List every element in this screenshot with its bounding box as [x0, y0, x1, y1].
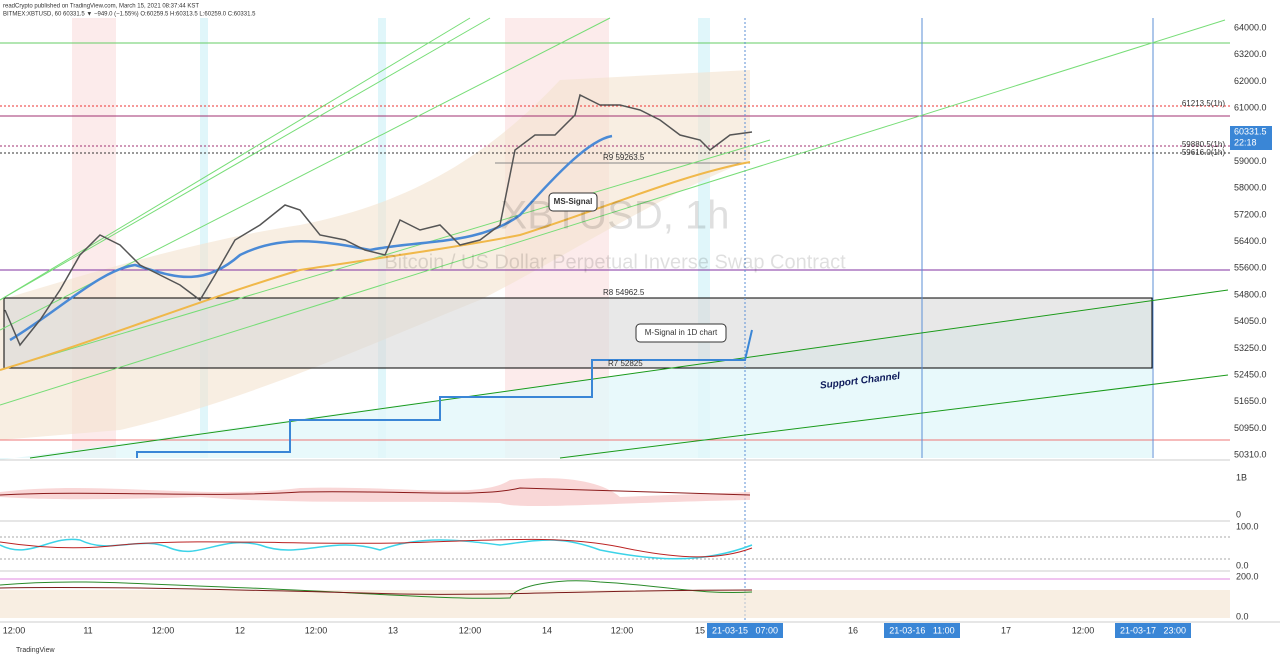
level-label: 59616.0(1h) [1182, 148, 1225, 157]
price-label: 52450.0 [1234, 369, 1267, 379]
watermark-description: Bitcoin / US Dollar Perpetual Inverse Sw… [384, 251, 846, 273]
price-label: 61000.0 [1234, 102, 1267, 112]
time-label: 21-03-17 23:00 [1120, 625, 1186, 635]
watermark-symbol: XBTUSD, 1h [501, 194, 730, 238]
oscillator-line [0, 538, 753, 560]
time-label: 21-03-15 07:00 [712, 625, 778, 635]
current-price-tag [1230, 126, 1272, 150]
price-label: 54050.0 [1234, 316, 1267, 326]
indicator-axis-label: 0.0 [1236, 611, 1249, 621]
callout [635, 323, 727, 343]
time-label: 12:00 [305, 625, 328, 635]
price-label: 50950.0 [1234, 423, 1267, 433]
publisher: readCrypto published on TradingView.com,… [3, 4, 199, 10]
price-axis-labels: 64000.0 63200.0 62000.0 61000.0 59000.0 58000… [1234, 22, 1267, 459]
price-label: 57200.0 [1234, 209, 1267, 219]
time-label: 11 [83, 625, 92, 635]
time-label: 12:00 [152, 625, 175, 635]
indicator-axis-label: 1B [1236, 472, 1247, 482]
price-path [4, 93, 753, 347]
time-label: 21-03-16 11:00 [889, 625, 954, 635]
price-label: 50310.0 [1234, 450, 1267, 460]
time-label: 14 [542, 625, 552, 635]
level-label: R7 52825 [608, 359, 643, 368]
m-signal-label: M-Signal in 1D chart [645, 328, 718, 337]
price-label: 54800.0 [1234, 289, 1267, 299]
level-label: 59880.5(1h) [1182, 140, 1225, 149]
time-label: 12:00 [1072, 625, 1095, 635]
price-label: 58000.0 [1234, 183, 1267, 193]
m-signal-line [136, 329, 753, 458]
time-label: 12 [235, 625, 245, 635]
footer-logo: TradingView [16, 647, 55, 654]
volume-ma [0, 487, 751, 496]
level-label: 61213.5(1h) [1182, 99, 1225, 108]
time-label: 12:00 [3, 625, 26, 635]
time-highlight [1115, 623, 1191, 638]
time-label: 13 [388, 625, 398, 635]
level-label: R9 59263.5 [603, 153, 645, 162]
zone [200, 18, 208, 458]
price-label: 56400.0 [1234, 236, 1267, 246]
price-axis [1230, 18, 1280, 622]
callout [548, 192, 598, 212]
time-axis-labels: 12:00 11 12:00 12 12:00 13 12:00 14 12:00 15 21-03… [3, 623, 1191, 638]
time-highlight [707, 623, 783, 638]
time-highlight [884, 623, 960, 638]
pane-band [0, 590, 1230, 618]
symbol-line: BITMEX:XBTUSD, 60 60331.5 ▼ −949.0 (−1.5… [3, 12, 256, 18]
price-label: 55600.0 [1234, 263, 1267, 273]
time-label: 15 [695, 625, 705, 635]
support-line [559, 374, 1229, 459]
ma-line [9, 134, 613, 342]
indicator-axis-label: 100.0 [1236, 521, 1259, 531]
time-label: 12:00 [611, 625, 634, 635]
time-label: 12:00 [459, 625, 482, 635]
countdown: 22:18 [1234, 137, 1257, 147]
time-label: 17 [1001, 625, 1011, 635]
oscillator-line [0, 538, 753, 558]
trend-line [0, 19, 1226, 406]
indicator-line [0, 580, 753, 599]
price-label: 62000.0 [1234, 76, 1267, 86]
level-label: R8 54962.5 [603, 288, 645, 297]
price-label: 59000.0 [1234, 156, 1267, 166]
indicator-axis-label: 0 [1236, 509, 1241, 519]
current-price: 60331.5 [1234, 126, 1267, 136]
price-label: 51650.0 [1234, 396, 1267, 406]
indicator-line [0, 586, 753, 595]
time-label: 16 [848, 625, 858, 635]
trend-line [0, 17, 471, 301]
indicator-axis-label: 200.0 [1236, 571, 1259, 581]
support-line [29, 289, 1229, 459]
ma-line [0, 161, 751, 371]
indicator-axis-label: 0.0 [1236, 560, 1249, 570]
price-label: 63200.0 [1234, 49, 1267, 59]
ms-signal-label: MS-Signal [554, 197, 593, 206]
price-label: 53250.0 [1234, 343, 1267, 353]
price-label: 64000.0 [1234, 22, 1267, 32]
range-box [3, 297, 1153, 369]
